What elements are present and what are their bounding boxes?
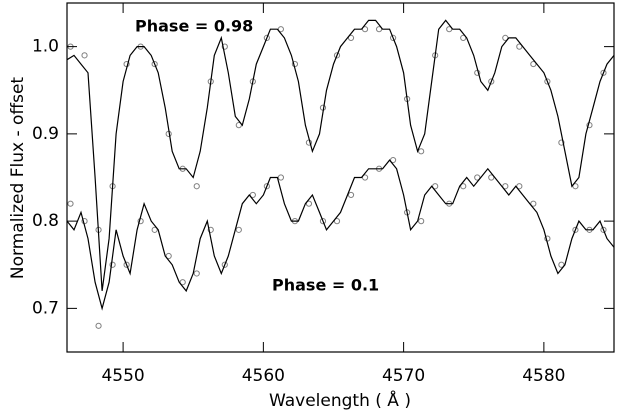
- observed-point: [488, 78, 495, 85]
- plot-area: [67, 19, 614, 329]
- observed-point: [558, 261, 565, 268]
- observed-point: [277, 174, 284, 181]
- y-axis-label: Normalized Flux - offset: [8, 77, 28, 280]
- observed-point: [221, 43, 228, 50]
- observed-point: [446, 26, 453, 33]
- observed-point: [530, 60, 537, 68]
- observed-point: [516, 43, 523, 50]
- observed-point: [347, 191, 355, 199]
- observed-point: [600, 69, 607, 76]
- x-tick-label: 4550: [101, 366, 144, 386]
- observed-point: [263, 34, 270, 42]
- y-tick-label: 0.8: [32, 211, 59, 231]
- observed-point: [375, 26, 383, 33]
- observed-point: [516, 183, 523, 190]
- observed-point: [460, 34, 467, 42]
- observed-point: [474, 174, 481, 181]
- observed-point: [109, 261, 116, 268]
- observed-point: [544, 78, 551, 85]
- observed-point: [488, 174, 495, 181]
- observed-point: [165, 252, 172, 260]
- observed-point: [305, 200, 313, 207]
- observed-point: [123, 261, 130, 268]
- observed-point: [389, 156, 397, 164]
- observed-point: [81, 52, 88, 59]
- observed-point: [432, 183, 439, 190]
- observed-point: [600, 226, 607, 233]
- observed-point: [333, 52, 341, 59]
- x-axis-label: Wavelength ( Å ): [269, 389, 411, 411]
- annotation: Phase = 0.98: [135, 17, 253, 36]
- observed-point: [333, 218, 341, 225]
- observed-point: [319, 218, 327, 225]
- observed-point: [502, 34, 509, 42]
- x-tick-label: 4560: [242, 366, 285, 386]
- x-tick-label: 4580: [522, 366, 565, 386]
- observed-point: [502, 183, 509, 190]
- axes-frame: [66, 2, 615, 353]
- observed-point: [572, 226, 579, 233]
- y-tick-label: 0.9: [32, 124, 59, 144]
- observed-point: [347, 34, 355, 42]
- observed-point: [235, 122, 242, 129]
- observed-point: [460, 183, 467, 190]
- observed-point: [193, 270, 200, 277]
- observed-point: [389, 34, 397, 42]
- observed-point: [418, 148, 425, 155]
- observed-point: [263, 183, 270, 190]
- model-line: [67, 159, 614, 311]
- y-tick-label: 0.7: [32, 298, 59, 318]
- observed-point: [418, 218, 425, 225]
- observed-point: [151, 60, 158, 68]
- observed-point: [558, 139, 565, 146]
- observed-point: [221, 261, 228, 268]
- x-tick-label: 4570: [382, 366, 425, 386]
- model-line: [67, 19, 614, 291]
- observed-point: [67, 200, 74, 207]
- observed-point: [361, 26, 369, 33]
- observed-point: [207, 226, 214, 233]
- observed-point: [277, 26, 284, 33]
- observed-point: [151, 226, 158, 233]
- observed-point: [572, 183, 579, 190]
- observed-point: [95, 322, 102, 329]
- observed-point: [235, 226, 242, 233]
- y-tick-label: 1.0: [32, 37, 59, 57]
- observed-point: [249, 191, 256, 199]
- observed-point: [193, 183, 200, 190]
- observed-point: [361, 174, 369, 181]
- observed-point: [530, 200, 537, 207]
- observed-point: [179, 279, 186, 286]
- annotation: Phase = 0.1: [272, 276, 379, 295]
